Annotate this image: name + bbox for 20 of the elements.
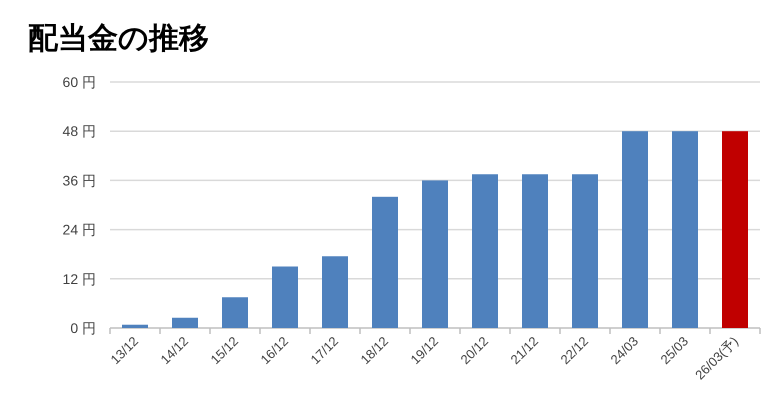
bar	[372, 196, 398, 328]
bar	[672, 131, 698, 328]
bar	[722, 131, 748, 328]
bar	[122, 324, 148, 328]
bar	[622, 131, 648, 328]
bar	[172, 318, 198, 328]
chart-title: 配当金の推移	[28, 22, 209, 55]
bar	[422, 180, 448, 328]
bar	[572, 174, 598, 328]
bar	[522, 174, 548, 328]
bar	[472, 174, 498, 328]
y-tick-label: 24 円	[62, 222, 96, 238]
y-tick-label: 12 円	[62, 270, 96, 287]
bar	[322, 256, 348, 328]
y-tick-label: 36 円	[62, 172, 96, 188]
bar	[222, 297, 248, 328]
bar	[272, 266, 298, 328]
y-tick-label: 60 円	[62, 74, 96, 90]
y-tick-label: 48 円	[62, 123, 96, 140]
y-tick-label: 0 円	[70, 320, 96, 336]
